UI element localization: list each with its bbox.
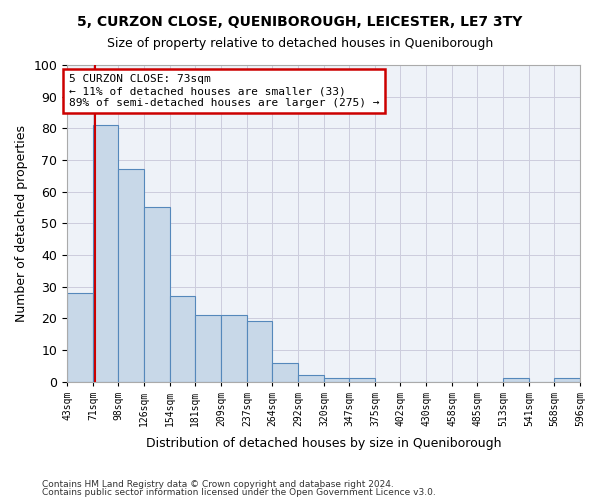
Bar [503, 378, 529, 382]
Bar [196, 315, 221, 382]
Bar [324, 378, 349, 382]
Bar [349, 378, 375, 382]
Bar [247, 322, 272, 382]
Y-axis label: Number of detached properties: Number of detached properties [15, 125, 28, 322]
Bar [272, 362, 298, 382]
Text: Size of property relative to detached houses in Queniborough: Size of property relative to detached ho… [107, 38, 493, 51]
Bar [67, 293, 93, 382]
Text: Contains HM Land Registry data © Crown copyright and database right 2024.: Contains HM Land Registry data © Crown c… [42, 480, 394, 489]
Text: 5, CURZON CLOSE, QUENIBOROUGH, LEICESTER, LE7 3TY: 5, CURZON CLOSE, QUENIBOROUGH, LEICESTER… [77, 15, 523, 29]
Bar [298, 376, 324, 382]
Bar [221, 315, 247, 382]
Bar [554, 378, 580, 382]
Text: Contains public sector information licensed under the Open Government Licence v3: Contains public sector information licen… [42, 488, 436, 497]
Bar [94, 125, 118, 382]
Bar [118, 170, 144, 382]
X-axis label: Distribution of detached houses by size in Queniborough: Distribution of detached houses by size … [146, 437, 502, 450]
Bar [170, 296, 195, 382]
Text: 5 CURZON CLOSE: 73sqm
← 11% of detached houses are smaller (33)
89% of semi-deta: 5 CURZON CLOSE: 73sqm ← 11% of detached … [69, 74, 380, 108]
Bar [145, 208, 170, 382]
